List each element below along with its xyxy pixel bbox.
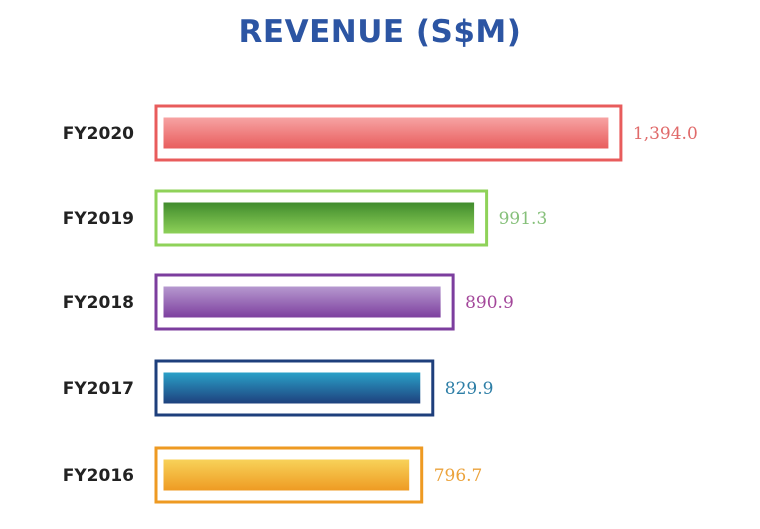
- category-label-fy2018: FY2018: [63, 293, 134, 313]
- category-label-fy2017: FY2017: [63, 379, 134, 399]
- chart-title: REVENUE (S$M): [238, 14, 522, 50]
- value-label-fy2016: 796.7: [434, 466, 483, 486]
- category-label-fy2016: FY2016: [63, 466, 134, 486]
- bar-fy2020: [162, 116, 610, 150]
- value-label-fy2020: 1,394.0: [633, 124, 698, 144]
- bar-fy2016: [162, 458, 411, 492]
- bar-fy2017: [162, 371, 422, 405]
- value-label-fy2017: 829.9: [445, 379, 494, 399]
- bar-fy2019: [162, 201, 476, 235]
- value-label-fy2018: 890.9: [465, 293, 514, 313]
- category-label-fy2019: FY2019: [63, 209, 134, 229]
- category-label-fy2020: FY2020: [63, 124, 134, 144]
- bar-fy2018: [162, 285, 442, 319]
- value-label-fy2019: 991.3: [499, 209, 548, 229]
